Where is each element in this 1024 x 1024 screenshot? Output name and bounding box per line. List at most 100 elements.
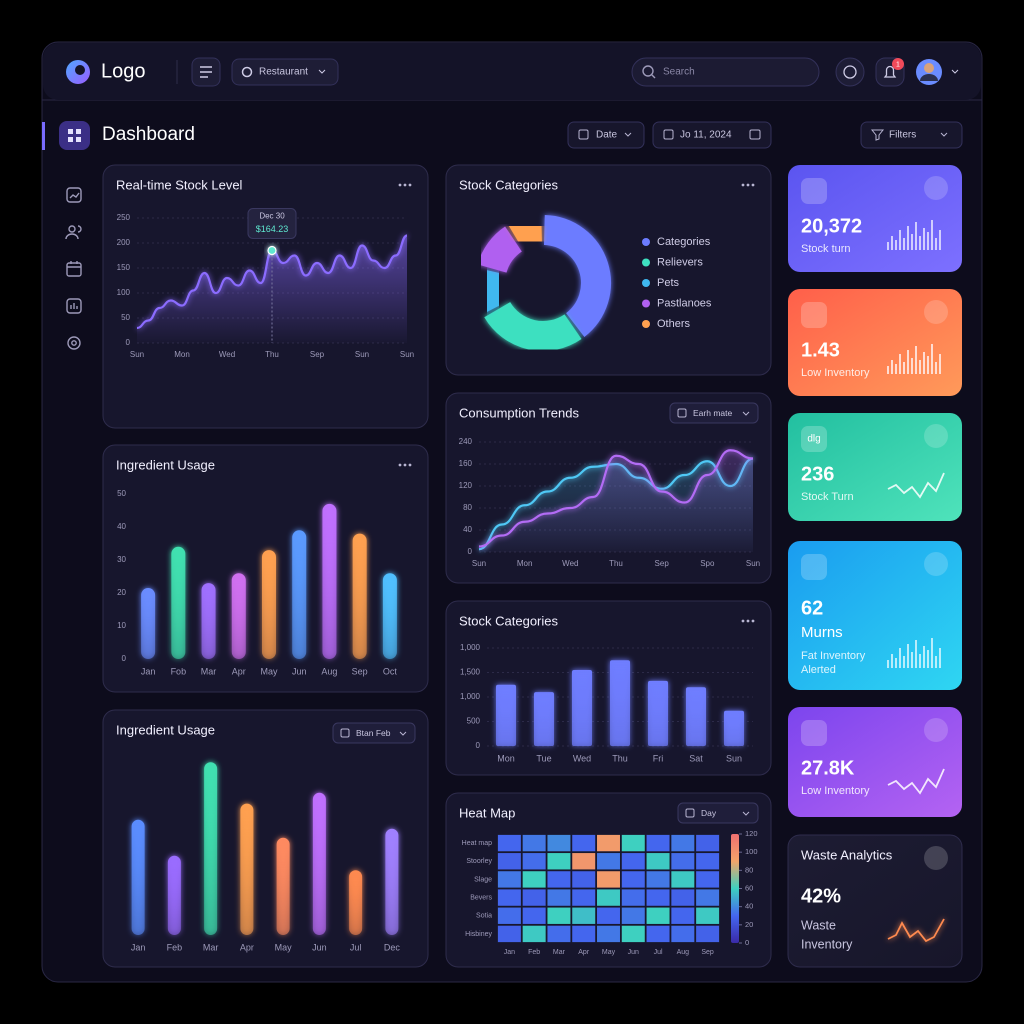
column-label: Jul — [654, 949, 663, 956]
kpi-icon-bg — [801, 554, 827, 580]
kpi-action[interactable] — [924, 300, 948, 324]
heat-cell — [521, 834, 547, 853]
card-title: Ingredient Usage — [116, 457, 215, 472]
kpi-icon-text: dlg — [807, 434, 820, 445]
kpi-action[interactable] — [924, 176, 948, 200]
line — [478, 449, 754, 548]
kpi-value: 27.8K — [801, 757, 855, 779]
help-button[interactable] — [835, 57, 865, 87]
help-icon — [843, 65, 857, 79]
kpi-bg — [788, 541, 962, 690]
kpi-action[interactable] — [924, 424, 948, 448]
legend-label: Relievers — [657, 256, 703, 268]
kpi-action[interactable] — [924, 846, 948, 870]
nav-icon-core — [71, 340, 77, 346]
search-bg — [631, 57, 820, 87]
calendar-icon — [677, 408, 687, 418]
legend-swatch — [642, 279, 650, 287]
y-tick-label: 0 — [468, 547, 473, 556]
logo-mark-hole — [75, 65, 85, 75]
bar — [292, 530, 307, 659]
nav-users[interactable] — [65, 225, 82, 240]
heat-cell — [695, 924, 720, 943]
kpi-action[interactable] — [924, 718, 948, 742]
kpi-value: 62 — [801, 597, 823, 619]
y-tick-label: 40 — [463, 525, 472, 534]
date-picker[interactable]: Jo 11, 2024 — [652, 121, 772, 149]
kpi-label: Waste — [801, 918, 836, 932]
date-select[interactable]: Date — [567, 121, 645, 149]
kpi-value: 1.43 — [801, 339, 840, 361]
nav-calendar[interactable] — [66, 261, 82, 277]
card-title: Stock Categories — [459, 177, 558, 192]
tooltip-label: Dec 30 — [259, 212, 285, 221]
kpi-bg — [787, 834, 963, 968]
x-tick-label: Thu — [265, 350, 279, 359]
x-tick-label: Apr — [232, 666, 246, 676]
x-tick-label: Sep — [352, 666, 368, 676]
heat-cell — [546, 834, 572, 853]
card: Real-time Stock Level 0 50 100 150 200 250 Sun M… — [102, 164, 429, 429]
bar — [724, 710, 744, 746]
filter-label: Btan Feb — [356, 728, 391, 738]
x-tick-label: Dec — [384, 942, 401, 952]
color-tick-label: 60 — [745, 883, 753, 892]
kpi-label: Stock Turn — [801, 491, 854, 503]
row-label: Heat map — [462, 840, 492, 847]
y-tick-label: 150 — [117, 263, 131, 272]
menu-button[interactable] — [191, 57, 221, 87]
x-tick-label: May — [275, 942, 293, 952]
kpi-label: Low Inventory — [801, 367, 870, 379]
y-tick-label: 10 — [117, 621, 126, 630]
nav-trends[interactable] — [66, 187, 82, 203]
heat-cell — [670, 852, 696, 871]
profile-menu[interactable] — [916, 59, 959, 85]
nav-icon-line — [65, 225, 82, 240]
tooltip — [247, 208, 297, 239]
area-fill — [137, 235, 407, 343]
donut-slice — [484, 301, 582, 351]
more-dot — [403, 463, 407, 467]
nav-reports[interactable] — [66, 298, 82, 314]
heat-cell — [620, 852, 646, 871]
kpi-sparkbars — [887, 638, 941, 668]
search-box[interactable]: Search — [631, 57, 820, 87]
filters-button[interactable]: Filters — [860, 121, 963, 149]
notifications-button[interactable]: 1 — [875, 57, 905, 87]
filter-label: Earh mate — [693, 408, 732, 418]
calendar-icon — [749, 129, 761, 140]
card: Consumption Trends Earh mate 0 40 80 120 160 24… — [445, 392, 772, 584]
filter-select[interactable]: Day — [677, 802, 759, 824]
bar — [312, 792, 326, 935]
bar — [322, 503, 337, 659]
x-tick-label: Sun — [355, 350, 369, 359]
x-tick-label: Mar — [203, 942, 219, 952]
nav-icon-line — [67, 261, 81, 268]
venue-select[interactable]: Restaurant — [231, 58, 339, 86]
color-tick-label: 80 — [745, 865, 753, 874]
y-tick-label: 240 — [459, 437, 473, 446]
heat-cell — [596, 834, 621, 853]
heat-cell — [645, 852, 671, 871]
search-icon — [642, 65, 654, 77]
heat-cell — [620, 870, 646, 889]
avatar-body — [920, 74, 938, 81]
x-tick-label: Thu — [609, 559, 623, 568]
filter-label: Day — [701, 808, 717, 818]
kpi-card: 20,372 Stock turn — [788, 165, 962, 272]
nav-settings[interactable] — [67, 336, 81, 350]
kpi-action[interactable] — [924, 552, 948, 576]
heat-cell — [546, 924, 572, 943]
more-dot — [398, 183, 402, 187]
filter-select[interactable]: Earh mate — [669, 402, 759, 424]
heat-cell — [571, 906, 597, 925]
bar — [610, 660, 630, 746]
heat-cell — [620, 906, 646, 925]
kpi-sparkline — [887, 472, 945, 499]
avatar-face — [924, 63, 934, 73]
y-tick-label: 50 — [121, 313, 130, 322]
filter-select[interactable]: Btan Feb — [332, 722, 416, 744]
kpi-label: Fat Inventory — [801, 650, 866, 662]
kpi-value: 236 — [801, 463, 834, 485]
